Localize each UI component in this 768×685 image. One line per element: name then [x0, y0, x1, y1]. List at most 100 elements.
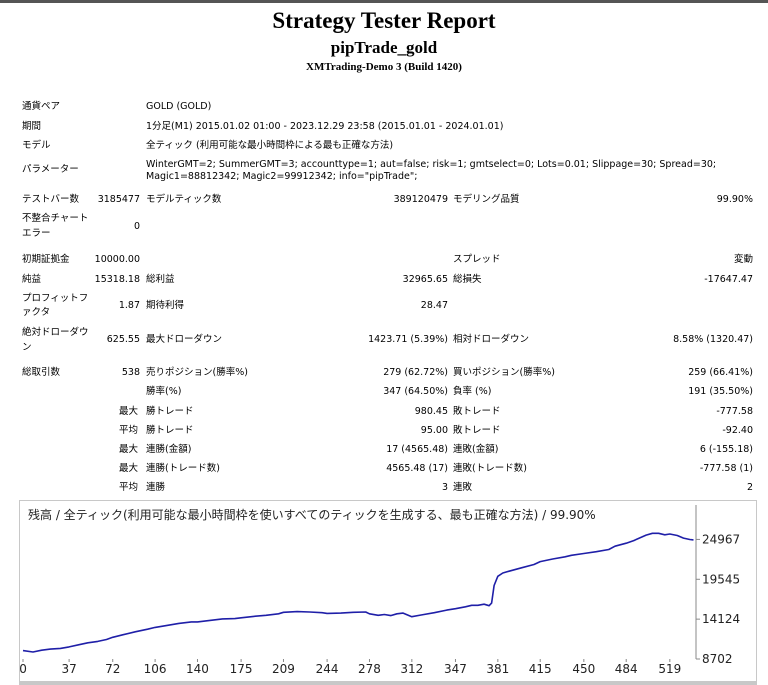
loss-rate-label: 負率 (%)	[453, 386, 492, 397]
x-tick-label: 244	[316, 662, 339, 676]
largest-loss-value: -777.58	[716, 406, 753, 417]
model-value: 全ティック (利用可能な最小時間枠による最も正確な方法)	[146, 140, 394, 151]
y-tick-label: 8702	[702, 652, 733, 666]
long-positions-label: 買いポジション(勝率%)	[453, 367, 555, 378]
bottom-bar	[19, 681, 757, 685]
x-tick-label: 106	[144, 662, 167, 676]
period-value: 1分足(M1) 2015.01.02 01:00 - 2023.12.29 23…	[146, 121, 504, 132]
period-label: 期間	[22, 121, 42, 132]
max-drawdown-value: 1423.71 (5.39%)	[368, 334, 448, 345]
spread-value: 変動	[733, 254, 753, 265]
avg-consec-wins-label: 連勝	[146, 482, 166, 493]
bars-label: テストバー数	[22, 194, 80, 205]
bars-value: 3185477	[97, 194, 140, 205]
total-trades-value: 538	[121, 367, 140, 378]
model-label: モデル	[22, 140, 51, 151]
mismatch-label-2: エラー	[22, 228, 51, 239]
abs-drawdown-label-1: 絶対ドローダウ	[22, 327, 89, 338]
abs-drawdown-value: 625.55	[106, 334, 140, 345]
r5-prefix: 平均	[119, 482, 139, 493]
x-tick-label: 0	[20, 662, 27, 676]
deposit-label: 初期証拠金	[22, 254, 70, 265]
x-tick-label: 209	[272, 662, 295, 676]
symbol-label: 通貨ペア	[22, 101, 61, 112]
r4-prefix: 最大	[119, 463, 139, 474]
x-tick-label: 312	[400, 662, 423, 676]
balance-chart-frame	[19, 500, 757, 683]
largest-loss-label: 敗トレード	[453, 406, 501, 417]
params-label: パラメーター	[22, 164, 79, 175]
quality-label: モデリング品質	[453, 194, 520, 205]
y-tick-label: 14124	[702, 612, 740, 626]
net-profit-value: 15318.18	[94, 274, 140, 285]
symbol-value: GOLD (GOLD)	[146, 101, 212, 112]
largest-win-label: 勝トレード	[146, 406, 194, 417]
max-drawdown-label: 最大ドローダウン	[146, 334, 223, 345]
max-consec-wins-value: 17 (4565.48)	[386, 444, 448, 455]
quality-value: 99.90%	[716, 194, 753, 205]
x-tick-label: 347	[444, 662, 467, 676]
gross-loss-value: -17647.47	[704, 274, 753, 285]
avg-consec-losses-label: 連敗	[453, 482, 473, 493]
average-win-value: 95.00	[420, 425, 448, 436]
r2-prefix: 平均	[119, 425, 139, 436]
r3-prefix: 最大	[119, 444, 139, 455]
gross-profit-label: 総利益	[146, 274, 175, 285]
x-tick-label: 519	[658, 662, 681, 676]
x-tick-label: 450	[572, 662, 595, 676]
total-trades-label: 総取引数	[22, 367, 61, 378]
net-profit-label: 純益	[22, 274, 42, 285]
spread-label: スプレッド	[453, 254, 501, 265]
x-tick-label: 415	[529, 662, 552, 676]
y-tick-label: 24967	[702, 532, 740, 546]
max-consec-losses-label: 連敗(金額)	[453, 444, 499, 455]
abs-drawdown-label-2: ン	[22, 342, 32, 353]
ticks-value: 389120479	[393, 194, 448, 205]
expected-payoff-label: 期待利得	[146, 300, 185, 311]
x-tick-label: 72	[105, 662, 120, 676]
max-consec-losses-value: 6 (-155.18)	[699, 444, 753, 455]
y-tick-label: 19545	[702, 572, 740, 586]
avg-consec-losses-value: 2	[746, 482, 753, 493]
gross-loss-label: 総損失	[453, 274, 482, 285]
mismatch-value: 0	[133, 221, 140, 232]
avg-consec-wins-value: 3	[441, 482, 448, 493]
report-title: Strategy Tester Report	[272, 8, 496, 33]
average-win-label: 勝トレード	[146, 425, 194, 436]
x-tick-label: 37	[61, 662, 76, 676]
loss-rate-value: 191 (35.50%)	[688, 386, 753, 397]
largest-win-value: 980.45	[414, 406, 448, 417]
long-positions-value: 259 (66.41%)	[688, 367, 753, 378]
max-consec-wins-label: 連勝(金額)	[146, 444, 192, 455]
max-consec-loss-value: -777.58 (1)	[699, 463, 753, 474]
win-rate-label: 勝率(%)	[146, 386, 182, 397]
balance-chart: 24967 19545 14124 8702 0 37 72 106 140 175 209 244 2…	[20, 505, 740, 676]
server-build: XMTrading-Demo 3 (Build 1420)	[306, 61, 462, 73]
ea-name: pipTrade_gold	[330, 38, 438, 57]
win-rate-value: 347 (64.50%)	[383, 386, 448, 397]
average-loss-value: -92.40	[722, 425, 753, 436]
short-positions-label: 売りポジション(勝率%)	[146, 367, 248, 378]
chart-caption: 残高 / 全ティック(利用可能な最小時間枠を使いすべてのティックを生成する、最も…	[28, 508, 596, 522]
params-line-1: WinterGMT=2; SummerGMT=3; accounttype=1;…	[146, 159, 717, 170]
profit-factor-value: 1.87	[118, 300, 140, 311]
deposit-value: 10000.00	[94, 254, 140, 265]
max-consec-loss-label: 連敗(トレード数)	[453, 463, 527, 474]
x-tick-label: 140	[186, 662, 209, 676]
mismatch-label-1: 不整合チャート	[22, 213, 89, 224]
expected-payoff-value: 28.47	[420, 300, 448, 311]
max-consec-profit-label: 連勝(トレード数)	[146, 463, 220, 474]
profit-factor-label-2: ァクタ	[22, 307, 51, 318]
x-tick-label: 278	[358, 662, 381, 676]
top-border	[0, 0, 768, 3]
balance-line	[22, 532, 694, 653]
ticks-label: モデルティック数	[146, 194, 222, 205]
rel-drawdown-value: 8.58% (1320.47)	[673, 334, 753, 345]
r1-prefix: 最大	[119, 406, 139, 417]
max-consec-profit-value: 4565.48 (17)	[386, 463, 448, 474]
gross-profit-value: 32965.65	[402, 274, 448, 285]
params-line-2: Magic1=88812342; Magic2=99912342; info="…	[146, 171, 418, 182]
short-positions-value: 279 (62.72%)	[383, 367, 448, 378]
x-tick-label: 175	[230, 662, 253, 676]
rel-drawdown-label: 相対ドローダウン	[453, 334, 530, 345]
